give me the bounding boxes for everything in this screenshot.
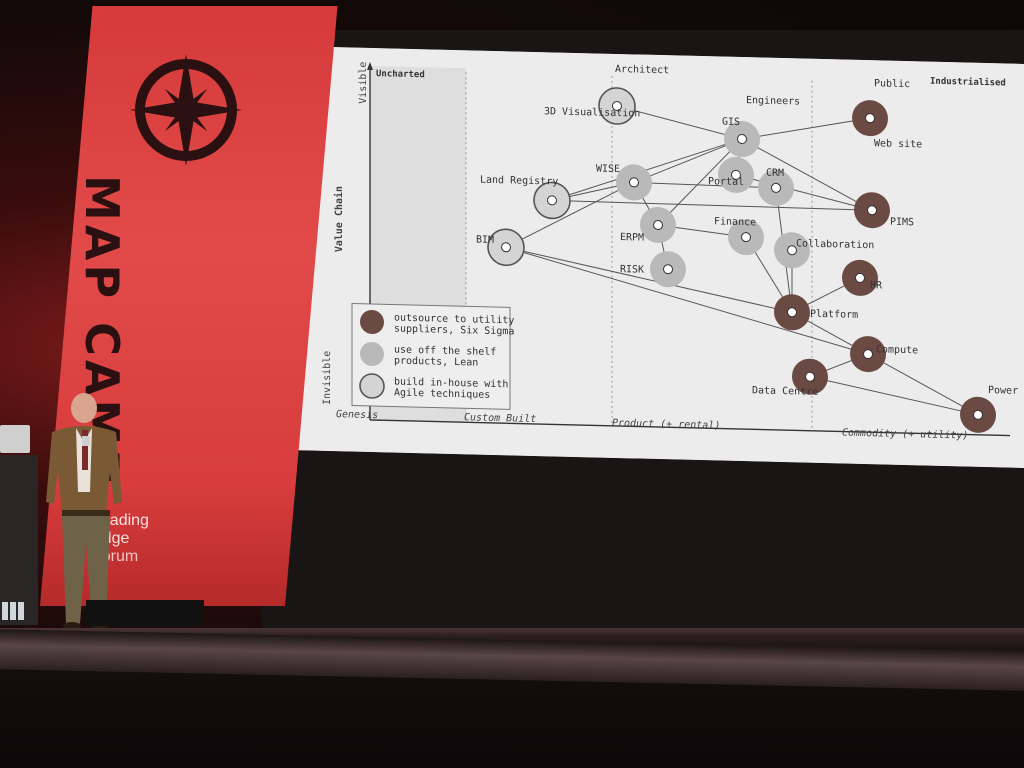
map-node-label-compute: Compute	[876, 344, 918, 356]
projected-slide: Uncharted Industrialised Value Chain Vis…	[290, 46, 1024, 468]
speaker	[46, 393, 122, 630]
map-link	[551, 138, 743, 201]
x-axis-label-custom: Custom Built	[464, 412, 536, 425]
map-link	[505, 181, 635, 248]
legend-text: products, Lean	[394, 356, 478, 369]
map-link	[741, 117, 871, 140]
legend-text: Agile techniques	[394, 388, 490, 401]
map-node-label-gis: GIS	[722, 117, 740, 128]
map-link	[633, 181, 777, 189]
legend-text: build in-house with	[394, 377, 508, 391]
map-link	[741, 138, 873, 211]
laptop	[0, 425, 30, 453]
map-link	[616, 105, 743, 140]
legend-text: outsource to utility	[394, 313, 514, 327]
map-node-dot	[863, 349, 873, 360]
map-node-label-hr: HR	[870, 280, 883, 291]
map-node-label-crm: CRM	[766, 168, 784, 179]
map-link	[633, 138, 743, 183]
map-node-label-risk: RISK	[620, 264, 644, 276]
map-node-dot	[771, 182, 781, 193]
map-node-dot	[741, 232, 751, 243]
map-node-label-landreg: Land Registry	[480, 175, 558, 188]
map-link	[505, 246, 793, 313]
map-node-dot	[653, 219, 663, 230]
stage-monitor	[86, 600, 204, 626]
map-node-label-viz3d: 3D Visualisation	[544, 106, 640, 119]
legend-text: use off the shelf	[394, 345, 496, 358]
map-link	[735, 174, 873, 211]
map-node-dot	[629, 177, 639, 188]
legend-swatch	[360, 342, 384, 367]
corner-label-right: Industrialised	[930, 76, 1006, 89]
map-nodes: Architect 3D Visualisation Engineers GIS Pub…	[476, 64, 1018, 433]
map-node-dot	[731, 169, 741, 180]
wardley-map: Uncharted Industrialised Value Chain Vis…	[290, 46, 1024, 468]
map-node-label-finance: Finance	[714, 216, 756, 228]
map-node-label-pims: PIMS	[890, 217, 914, 229]
map-node-dot	[612, 100, 622, 111]
y-axis-label: Value Chain	[333, 186, 345, 253]
map-node-label-bim: BIM	[476, 235, 494, 246]
map-node-label-public: Public	[874, 78, 910, 90]
x-axis-label-commodity: Commodity (+ utility)	[842, 427, 968, 441]
map-node-dot	[787, 245, 797, 256]
map-node-dot	[501, 242, 511, 253]
legend-swatch	[360, 310, 384, 335]
map-link	[505, 246, 869, 355]
map-node-label-datacentre: Data Centre	[752, 385, 818, 398]
legend-swatch	[359, 373, 385, 399]
map-node-dot	[867, 205, 877, 216]
map-node-label-website: Web site	[874, 138, 922, 150]
compass-logo-icon	[130, 54, 242, 166]
map-node-dot	[855, 272, 865, 283]
map-node-dot	[737, 134, 747, 145]
map-link	[809, 376, 979, 416]
map-node-label-wise: WISE	[596, 163, 620, 175]
map-node-label-power: Power	[988, 385, 1018, 397]
podium	[0, 455, 38, 625]
map-node-label-platform: Platform	[810, 309, 858, 321]
map-node-label-erpm: ERPM	[620, 232, 644, 244]
corner-label-left: Uncharted	[376, 69, 425, 80]
map-link	[551, 199, 873, 211]
map-link	[867, 353, 979, 416]
map-link	[657, 138, 743, 226]
map-node-label-engineers: Engineers	[746, 95, 800, 107]
map-node-dot	[547, 195, 557, 206]
y-axis-top: Visible	[358, 62, 369, 104]
x-axis-label-genesis: Genesis	[336, 409, 378, 421]
map-node-label-architect: Architect	[615, 64, 669, 76]
map-node-label-portal: Portal	[708, 176, 744, 188]
water-bottles	[2, 602, 24, 620]
map-node-dot	[805, 371, 815, 382]
map-node-dot	[663, 264, 673, 275]
x-axis-label-product: Product (+ rental)	[612, 418, 720, 432]
y-axis-bottom: Invisible	[322, 351, 333, 405]
map-node-dot	[973, 409, 983, 420]
legend-text: suppliers, Six Sigma	[394, 324, 514, 338]
map-node-label-collab: Collaboration	[796, 238, 874, 251]
map-node-dot	[865, 113, 875, 124]
map-node-dot	[787, 307, 797, 318]
